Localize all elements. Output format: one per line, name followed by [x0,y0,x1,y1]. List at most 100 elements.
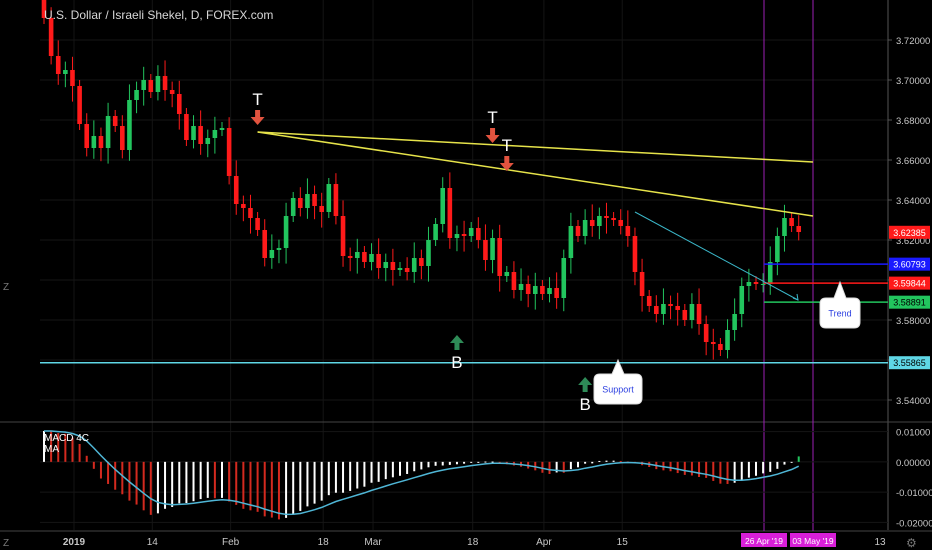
candle-down [497,238,502,276]
macd-histogram-bar [78,443,81,462]
candle-up [91,136,97,148]
macd-histogram-bar [249,461,252,511]
candle-down [120,126,125,150]
macd-histogram-bar [413,461,416,472]
candle-up [134,90,139,100]
macd-histogram-bar [356,461,359,489]
macd-histogram-bar [142,461,145,511]
macd-histogram-bar [221,461,223,498]
macd-histogram-bar [776,461,779,469]
candle-down [319,206,324,212]
time-tick-label: Apr [536,537,552,548]
candle-down [796,226,802,232]
macd-tick-label: 0.00000 [896,458,930,469]
candle-down [298,198,303,208]
candle-up [732,314,737,330]
price-axis-badge-label: 3.59844 [893,279,926,289]
macd-histogram-bar [270,461,273,518]
time-tick-label: 18 [467,537,479,548]
candle-up [689,304,695,320]
macd-histogram-bar [669,461,672,472]
time-tick-label: 18 [318,537,330,548]
macd-histogram-bar [555,461,558,473]
candle-down [55,56,61,74]
macd-histogram-bar [199,461,202,500]
macd-histogram-bar [107,461,110,484]
macd-histogram-bar [149,461,152,515]
macd-histogram-bar [584,461,587,464]
bottom-arrow-stem [454,343,460,350]
scale-toggle-button-lower[interactable]: Z [3,538,10,549]
scale-toggle-button[interactable]: Z [3,282,10,293]
trend-callout: Trend [819,280,861,329]
price-tick-label: 3.66000 [896,156,930,167]
candle-down [376,254,381,268]
macd-histogram-bar [683,461,686,475]
macd-histogram-bar [484,461,487,463]
macd-histogram-bar [769,461,772,472]
candle-down [169,90,175,94]
candle-down [241,204,246,208]
candle-down [575,226,581,236]
candle-up [532,286,538,294]
candle-up [191,126,196,140]
candle-down [525,284,531,294]
macd-histogram-bar [185,461,188,504]
candle-down [48,18,54,56]
macd-histogram-bar [228,461,231,502]
candle-down [347,256,353,258]
candle-down [226,128,232,176]
macd-histogram-bar [313,461,316,504]
macd-histogram-bar [619,460,622,462]
time-tick-label: 13 [874,537,886,548]
macd-histogram-bar [434,461,437,466]
candle-up [597,216,602,226]
candle-up [105,116,111,148]
projection-arrow [634,211,799,301]
trend-callout-text: Trend [828,309,851,319]
macd-histogram-bar [292,461,295,514]
candle-down [340,216,346,256]
candle-down [632,236,638,272]
macd-histogram-bar [797,456,800,462]
candle-up [582,220,588,236]
macd-tick-label: -0.02000 [896,518,932,529]
candle-up [725,330,730,350]
candle-down [618,220,624,226]
candle-up [63,70,68,74]
macd-histogram-bar [455,461,458,465]
time-tick-label: Mar [364,537,382,548]
price-axis-badge-label: 3.58891 [893,298,926,308]
macd-histogram-bar [135,461,138,505]
candle-up [767,262,773,284]
candle-down [789,218,794,226]
date-marker-badge [741,533,787,547]
candle-down [262,230,268,258]
macd-histogram-bar [427,461,430,468]
settings-gear-icon[interactable]: ⚙ [906,536,917,550]
date-marker-badge [790,533,836,547]
candle-up [127,100,132,150]
macd-histogram-bar [698,461,701,477]
macd-histogram-bar [463,461,466,464]
candle-down [682,310,688,320]
price-axis-badge-label: 3.55865 [893,358,926,368]
macd-histogram-bar [342,461,345,493]
time-tick-label: 15 [617,537,629,548]
macd-signal-line [44,430,800,516]
price-axis-badge-label: 3.62385 [893,228,926,238]
macd-histogram-bar [790,461,793,463]
macd-histogram-bar [92,461,95,469]
candle-up [760,284,766,285]
macd-histogram-bar [334,461,337,493]
candle-up [305,194,310,208]
candle-up [369,254,374,262]
top-arrow-icon [499,163,514,171]
candle-down [255,218,260,230]
bottom-marker-label: B [579,395,590,414]
macd-histogram-bar [569,461,572,470]
candle-up [205,138,211,144]
candle-down [639,272,645,296]
